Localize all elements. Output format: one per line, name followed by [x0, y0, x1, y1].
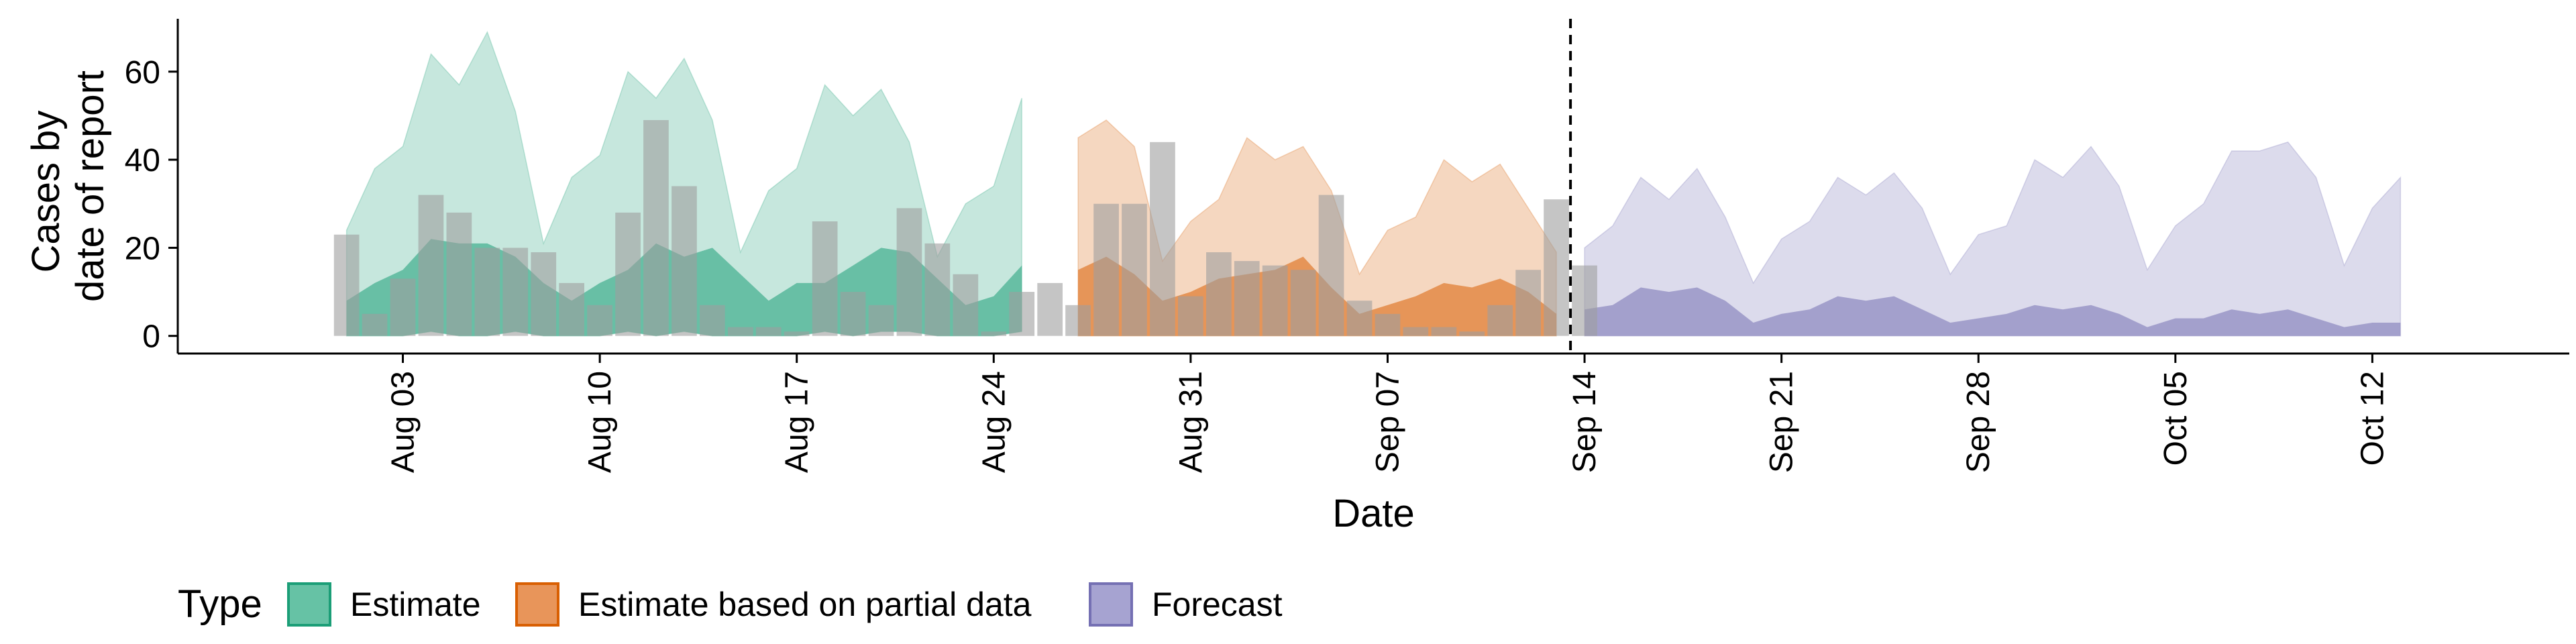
observed-bar	[1009, 292, 1035, 336]
observed-bar	[1206, 252, 1232, 336]
x-tick-label: Sep 21	[1764, 371, 1800, 473]
observed-bar	[1178, 296, 1203, 336]
y-tick-label: 60	[125, 55, 160, 91]
band-inner-forecast	[1585, 287, 2401, 336]
axes	[176, 19, 2569, 355]
observed-bar	[1290, 270, 1316, 336]
legend-label-partial-data: Estimate based on partial data	[578, 586, 1032, 623]
observed-bar	[953, 274, 979, 336]
observed-cases-bars	[333, 120, 1597, 336]
observed-bar	[1431, 327, 1457, 336]
x-tick-label: Sep 07	[1370, 371, 1405, 473]
observed-bar	[784, 331, 810, 336]
observed-bar	[672, 186, 697, 336]
y-axis-title-line-2: date of report	[68, 70, 112, 302]
legend-key-partial-data	[515, 582, 559, 627]
observed-bar	[418, 195, 444, 336]
observed-bar	[1515, 270, 1541, 336]
observed-bar	[615, 212, 641, 336]
legend-key-estimate	[287, 582, 331, 627]
x-tick-label: Aug 10	[582, 371, 618, 473]
x-tick-label: Aug 17	[780, 371, 815, 473]
y-axis-ticks: 0 20 40 60	[125, 55, 178, 355]
observed-bar	[502, 248, 529, 336]
observed-bar	[1487, 305, 1513, 336]
observed-bar	[333, 234, 360, 336]
observed-bar	[1065, 305, 1091, 336]
y-axis-title: Cases by date of report	[24, 70, 112, 302]
x-axis-title: Date	[1332, 492, 1415, 535]
observed-bar	[531, 252, 557, 336]
observed-bar	[559, 282, 584, 336]
observed-bar	[1234, 261, 1260, 336]
x-tick-label: Aug 24	[976, 371, 1012, 473]
observed-bar	[868, 305, 894, 336]
x-tick-label: Aug 31	[1173, 371, 1209, 473]
observed-bar	[587, 305, 612, 336]
observed-bar	[1459, 331, 1485, 336]
observed-bar	[474, 248, 500, 336]
observed-bar	[1037, 282, 1063, 336]
observed-bar	[1318, 195, 1344, 336]
observed-bar	[812, 221, 838, 336]
y-axis-title-line-1: Cases by	[24, 111, 68, 273]
observed-bar	[1122, 203, 1147, 336]
observed-bar	[755, 327, 782, 336]
observed-bar	[1093, 203, 1119, 336]
observed-bar	[1572, 265, 1597, 336]
observed-bar	[1544, 199, 1569, 336]
observed-bar	[1262, 265, 1288, 336]
observed-bar	[643, 120, 669, 336]
observed-bar	[981, 331, 1007, 336]
observed-bar	[924, 243, 951, 336]
observed-bar	[1346, 301, 1373, 336]
x-tick-label: Oct 12	[2355, 371, 2390, 466]
y-tick-label: 40	[125, 143, 160, 178]
x-tick-label: Sep 14	[1567, 371, 1603, 473]
legend-title: Type	[178, 582, 262, 626]
observed-bar	[840, 292, 866, 336]
legend-key-forecast	[1089, 582, 1133, 627]
x-tick-label: Sep 28	[1961, 371, 1996, 473]
observed-bar	[446, 212, 472, 336]
y-tick-label: 20	[125, 231, 160, 266]
observed-bar	[390, 278, 416, 336]
observed-bar	[700, 305, 725, 336]
x-tick-label: Aug 03	[386, 371, 421, 473]
observed-bar	[1150, 142, 1175, 336]
observed-bar	[362, 313, 388, 336]
legend-label-forecast: Forecast	[1152, 586, 1283, 623]
y-tick-label: 0	[142, 319, 160, 355]
observed-bar	[1403, 327, 1429, 336]
x-axis-ticks: Aug 03 Aug 10 Aug 17 Aug 24 Aug 31 Sep 07 Sep …	[386, 354, 2390, 473]
observed-bar	[728, 327, 753, 336]
legend-label-estimate: Estimate	[350, 586, 481, 623]
x-tick-label: Oct 05	[2158, 371, 2194, 466]
observed-bar	[896, 208, 922, 336]
observed-bar	[1375, 313, 1401, 336]
legend: Type Estimate Estimate based on partial …	[178, 582, 1283, 627]
